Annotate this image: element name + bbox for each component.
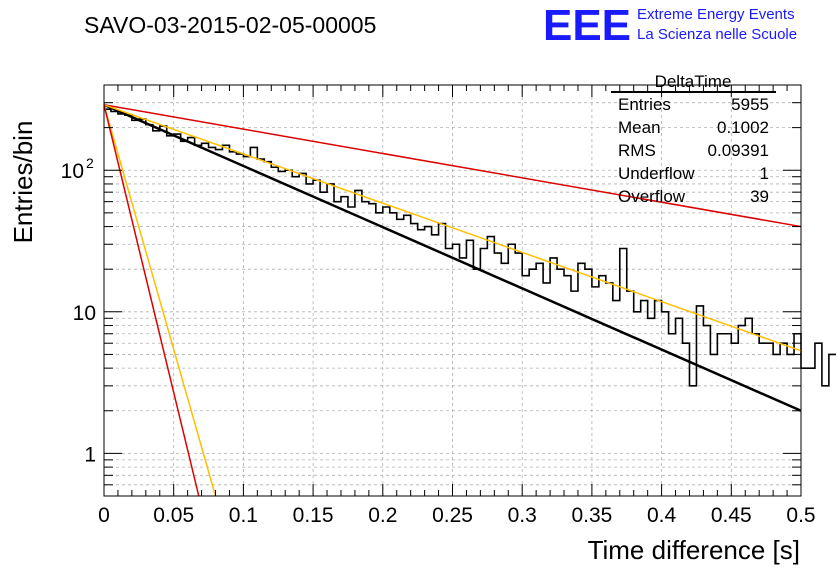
x-tick-label: 0.15 [293, 504, 334, 527]
x-tick-label: 0.25 [432, 504, 473, 527]
stats-value: 39 [750, 187, 769, 206]
fit-curve-3 [103, 104, 217, 497]
eee-logo: EEE [543, 1, 631, 50]
stats-value: 5955 [731, 95, 769, 114]
x-tick-label: 0.3 [508, 504, 537, 527]
y-tick-label: 1 [84, 443, 96, 466]
axis-ticks [103, 84, 802, 497]
stats-label: Overflow [618, 187, 686, 206]
fit-curve-4 [103, 104, 200, 497]
run-title: SAVO-03-2015-02-05-00005 [84, 12, 376, 38]
stats-box: DeltaTime Entries 5955 Mean 0.1002 RMS 0.0939… [611, 72, 776, 206]
histogram-bars [104, 108, 836, 387]
stats-label: Entries [618, 95, 671, 114]
x-tick-label: 0.05 [153, 504, 194, 527]
histogram-series [104, 108, 836, 387]
stats-value: 0.1002 [717, 118, 769, 137]
y-tick-label-exponent: 2 [86, 155, 94, 171]
fit-curve-0 [103, 103, 802, 412]
stats-label: Mean [618, 118, 661, 137]
stats-label: RMS [618, 141, 656, 160]
stats-value: 1 [760, 164, 769, 183]
x-tick-label: 0.5 [786, 504, 815, 527]
fit-curve-2 [103, 104, 802, 352]
x-tick-label: 0 [98, 504, 110, 527]
x-tick-labels: 0 0.05 0.1 0.15 0.2 0.25 0.3 0.35 0.4 0.45 0.5 [98, 504, 815, 527]
y-tick-label: 10 [73, 302, 96, 325]
stats-value: 0.09391 [708, 141, 769, 160]
logo-line-2: La Scienza nelle Scuole [637, 26, 797, 43]
x-tick-label: 0.2 [368, 504, 397, 527]
x-axis-label: Time difference [s] [588, 535, 800, 565]
y-tick-label: 10 [61, 160, 84, 183]
grid-lines [104, 85, 801, 496]
stats-label: Underflow [618, 164, 695, 183]
x-tick-label: 0.4 [647, 504, 677, 527]
stats-title: DeltaTime [655, 72, 732, 91]
x-tick-label: 0.35 [571, 504, 612, 527]
x-tick-label: 0.45 [711, 504, 752, 527]
logo-line-1: Extreme Energy Events [637, 6, 795, 23]
x-tick-label: 0.1 [229, 504, 258, 527]
y-axis-label: Entries/bin [8, 121, 38, 244]
fit-curve-1 [103, 104, 802, 228]
fit-curves [103, 103, 802, 497]
